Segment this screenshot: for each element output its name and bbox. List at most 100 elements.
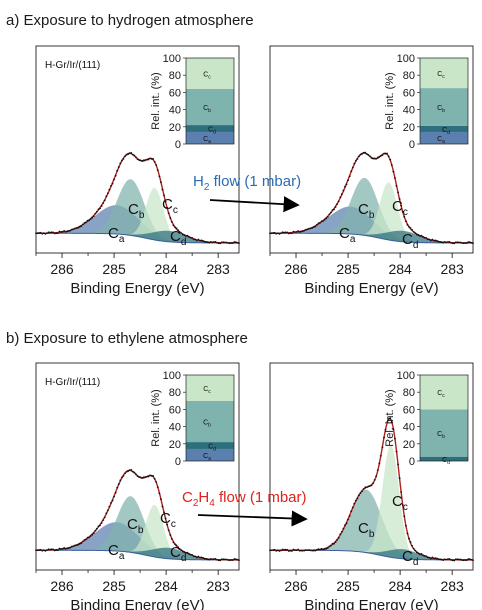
data-point — [420, 553, 423, 555]
peak-label-Cd: Cd — [402, 548, 418, 568]
data-point — [139, 476, 142, 479]
data-point — [372, 482, 374, 485]
x-tick-label: 284 — [154, 578, 178, 594]
data-point — [448, 558, 451, 560]
data-point — [315, 223, 318, 226]
data-point — [122, 474, 125, 477]
data-point — [328, 213, 331, 216]
data-point — [67, 230, 70, 233]
data-point — [53, 232, 56, 235]
data-point — [185, 235, 187, 237]
data-point — [370, 484, 373, 487]
data-point — [56, 232, 59, 235]
data-point — [135, 156, 137, 159]
x-tick-label: 283 — [206, 578, 230, 594]
data-point — [117, 166, 120, 168]
data-point — [94, 212, 97, 215]
data-point — [161, 505, 164, 508]
data-point — [75, 227, 78, 230]
data-point — [36, 232, 39, 235]
data-point — [358, 155, 360, 158]
data-point — [375, 157, 378, 160]
data-point — [166, 206, 169, 209]
data-point — [328, 545, 331, 548]
data-point — [472, 559, 474, 562]
data-point — [436, 557, 438, 560]
inset-segment-label-Cb: Cb — [203, 419, 211, 428]
data-point — [127, 153, 130, 155]
data-point — [205, 241, 208, 243]
flow-annotation-a: H2 flow (1 mbar) — [193, 173, 301, 213]
data-point — [353, 162, 356, 165]
section-b-title: b) Exposure to ethylene atmosphere — [6, 330, 248, 347]
data-point — [53, 549, 56, 552]
data-point — [52, 231, 55, 234]
data-point — [365, 153, 368, 155]
inset-segment-Cc — [420, 375, 468, 410]
data-point — [142, 159, 145, 162]
data-point — [194, 555, 197, 558]
data-point — [66, 230, 69, 233]
data-point — [150, 474, 153, 477]
data-point — [225, 558, 228, 561]
data-point — [103, 516, 106, 519]
inset-segment-Cd — [420, 125, 468, 132]
x-axis-title: Binding Energy (eV) — [70, 597, 204, 610]
data-point — [461, 559, 463, 561]
data-point — [406, 223, 409, 226]
inset-segment-label-Cd: Cd — [442, 127, 450, 136]
data-point — [411, 544, 413, 547]
x-tick-label: 284 — [388, 578, 412, 594]
x-tick-label: 284 — [154, 261, 178, 277]
data-point — [225, 241, 228, 244]
data-point — [330, 211, 332, 214]
data-point — [208, 241, 211, 244]
data-point — [422, 554, 424, 557]
sample-label: H-Gr/Ir/(111) — [45, 377, 100, 388]
flow-arrow-b — [197, 510, 308, 527]
flow-label-b: C2H4 flow (1 mbar) — [182, 489, 307, 509]
peak-label-Cb: Cb — [127, 516, 144, 536]
data-point — [348, 175, 351, 178]
inset-segment-label-Cc: Cc — [437, 390, 445, 399]
data-point — [347, 179, 349, 182]
inset-segment-label-Cd: Cd — [442, 457, 450, 466]
data-point — [206, 558, 209, 561]
inset-y-tick-label: 60 — [403, 404, 415, 416]
inset-segment-Cc — [186, 375, 234, 401]
flow-annotation-b: C2H4 flow (1 mbar) — [182, 489, 308, 527]
data-point — [437, 558, 440, 561]
data-point — [284, 231, 287, 234]
data-point — [434, 557, 437, 559]
data-point — [120, 476, 123, 479]
data-point — [41, 232, 44, 235]
data-point — [135, 473, 137, 476]
data-point — [191, 553, 194, 556]
inset-y-tick-label: 80 — [403, 387, 415, 399]
data-point — [439, 241, 442, 243]
inset-y-tick-label: 20 — [403, 439, 415, 451]
background-line — [36, 232, 239, 244]
data-point — [220, 558, 223, 561]
data-point — [379, 454, 382, 457]
data-point — [206, 241, 209, 244]
data-point — [384, 428, 387, 431]
data-point — [287, 550, 290, 552]
data-point — [278, 550, 281, 552]
data-point — [185, 552, 187, 554]
data-point — [450, 241, 453, 244]
data-points — [35, 152, 240, 245]
data-point — [58, 547, 61, 550]
data-point — [219, 242, 222, 245]
data-point — [38, 232, 41, 234]
data-point — [60, 231, 62, 233]
data-point — [276, 549, 279, 552]
data-point — [163, 194, 165, 197]
data-point — [422, 235, 424, 238]
data-point — [183, 234, 186, 237]
background-line — [270, 232, 473, 244]
data-point — [426, 556, 429, 559]
data-point — [344, 524, 346, 527]
data-point — [236, 558, 239, 561]
